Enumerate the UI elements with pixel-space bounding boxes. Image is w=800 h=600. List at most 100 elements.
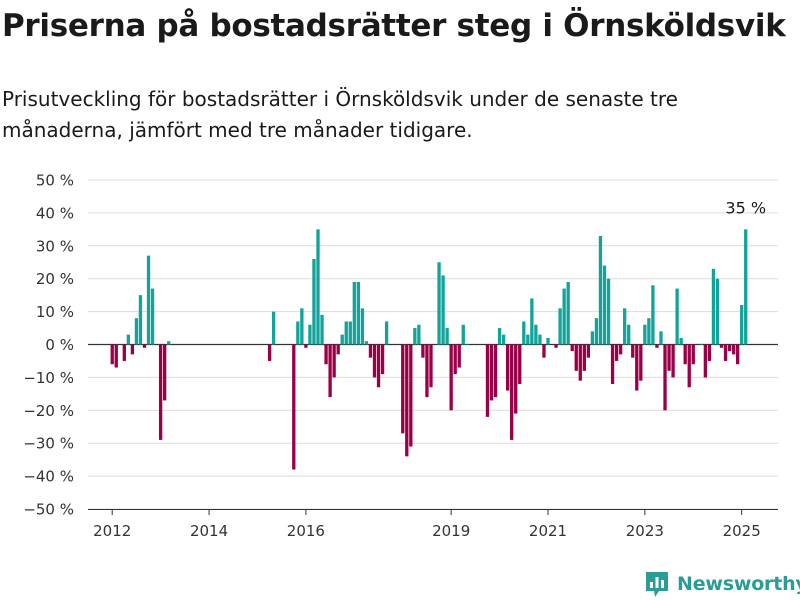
bar [707,344,712,361]
bar [167,341,171,345]
bar [360,308,365,345]
bar [586,344,591,358]
bar [376,344,381,388]
bar [639,344,643,381]
x-tick-label: 2016 [287,522,325,540]
bar [671,344,675,378]
bars [110,229,748,470]
bar [618,344,623,355]
annotations: 35 % [725,198,766,217]
bar [429,344,433,388]
bar [296,321,300,345]
newsworthy-logo: Newsworthy [644,569,800,599]
bar [740,305,744,345]
bar [667,344,671,371]
bar [122,344,126,361]
y-tick-label: −10 % [23,369,74,387]
bar [134,318,139,345]
bar [558,308,562,345]
bar [691,344,695,365]
x-tick-label: 2021 [529,522,567,540]
bar [715,278,720,345]
bar [510,344,514,440]
bar [110,344,114,365]
bar [623,308,627,345]
bar [146,255,151,345]
y-tick-label: 50 % [36,172,74,190]
bar [679,337,683,345]
bar [534,324,538,345]
x-tick-label: 2025 [723,522,761,540]
bar [437,262,441,345]
bar [312,258,316,345]
y-tick-label: −20 % [23,402,74,420]
bar [340,334,344,345]
bar [731,344,736,355]
bar [348,321,352,345]
bar [562,288,566,345]
bar [590,331,595,345]
bar [130,344,135,355]
chart-subtitle: Prisutveckling för bostadsrätter i Örnsk… [2,87,678,142]
bar [659,331,663,345]
bar [308,324,312,345]
bar [413,328,417,345]
bar [566,281,570,345]
bar [735,344,740,365]
bar [703,344,708,378]
x-tick-label: 2019 [432,522,470,540]
chart-title: Priserna på bostadsrätter steg i Örnsköl… [2,8,786,44]
bar [614,344,619,361]
bar [425,344,429,398]
bar [150,288,155,345]
bar [267,344,272,361]
bar [304,344,308,348]
bar [501,334,506,345]
bar [655,344,659,348]
bar [631,344,635,358]
bar [368,344,373,358]
bar [518,344,522,384]
bar [526,334,530,345]
bar [598,235,603,345]
x-tick-label: 2023 [626,522,664,540]
bar [647,318,651,345]
y-tick-label: 0 % [45,336,74,354]
bar [300,308,304,345]
y-tick-label: 20 % [36,270,74,288]
bar [126,334,131,345]
bar [554,344,558,348]
y-tick-label: −30 % [23,435,74,453]
bar [723,344,728,361]
y-tick-label: 40 % [36,204,74,222]
bar [332,344,336,378]
bar [292,344,296,470]
bar [582,344,586,371]
bar [316,229,320,345]
bar [602,265,607,345]
bar [675,288,679,345]
bar [417,324,421,345]
bar [352,281,356,345]
x-tick-label: 2012 [93,522,131,540]
bar [409,344,413,447]
brand-name: Newsworthy [677,573,800,595]
bar [594,318,599,345]
bar [158,344,163,440]
bar [493,344,498,398]
bar [405,344,409,457]
bar [485,344,490,417]
bar [635,344,639,391]
bar [627,324,631,345]
bar [457,344,461,368]
bar [364,341,369,345]
annotation-label: 35 % [725,198,766,217]
x-axis: 2012 2014 2016 2019 2021 2023 2025 [88,509,778,540]
bar [643,324,647,345]
bar [320,314,324,345]
bar [606,278,611,345]
bar [384,321,389,345]
bar [445,328,449,345]
bar [163,344,167,401]
